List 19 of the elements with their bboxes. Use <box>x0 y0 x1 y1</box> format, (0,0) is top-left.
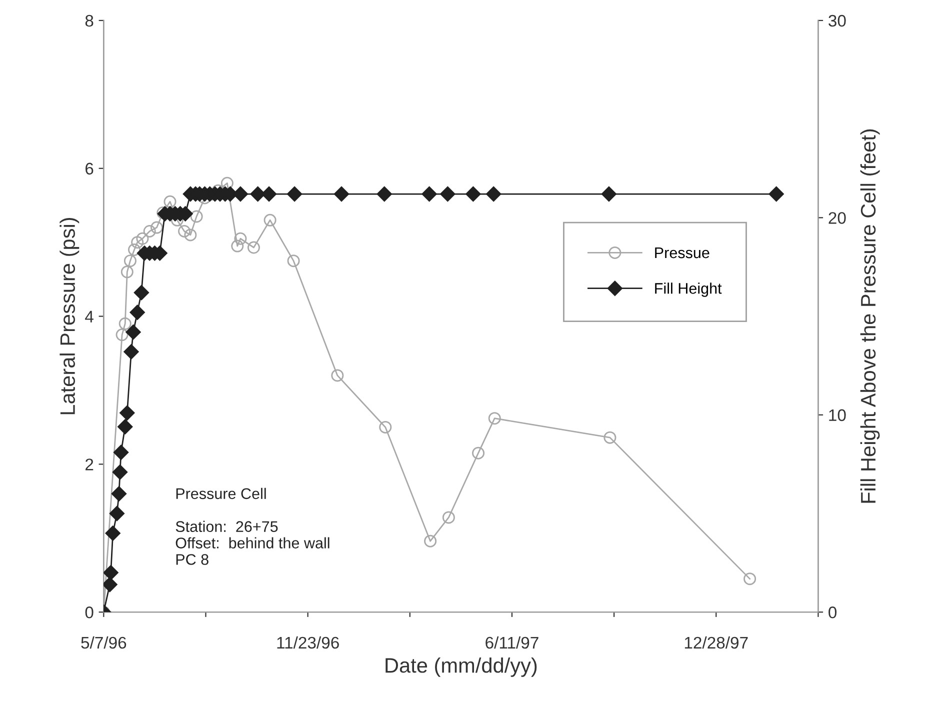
y-tick-label: 2 <box>86 458 94 470</box>
y2-tick-label: 0 <box>828 606 837 618</box>
y2-tick-label: 10 <box>829 409 846 422</box>
x-tick-label: 5/7/96 <box>81 636 126 649</box>
x-tick-label: 11/23/96 <box>277 636 339 649</box>
y-axis-title: Lateral Pressure (psi) <box>60 218 80 414</box>
y2-tick-label: 20 <box>828 212 846 224</box>
y-tick-label: 4 <box>85 310 94 322</box>
text: Pressure Cell Station: 26+75 Offset: behind the wall PC 8 <box>176 488 330 565</box>
x-tick-label: 6/11/97 <box>486 636 538 649</box>
y2-tick-label: 30 <box>828 14 846 27</box>
y2-axis-title: Fill Height Above the Pressure Cell (feet) <box>860 129 880 503</box>
x-axis-title: Date (mm/dd/yy) <box>386 658 537 677</box>
legend-label: Fill Height <box>655 282 722 297</box>
y-tick-label: 6 <box>86 162 94 175</box>
x-tick-label: 12/28/97 <box>684 636 748 649</box>
y-tick-label: 8 <box>85 14 94 27</box>
legend-label: Pressue <box>655 248 710 258</box>
y-tick-label: 0 <box>85 606 94 618</box>
